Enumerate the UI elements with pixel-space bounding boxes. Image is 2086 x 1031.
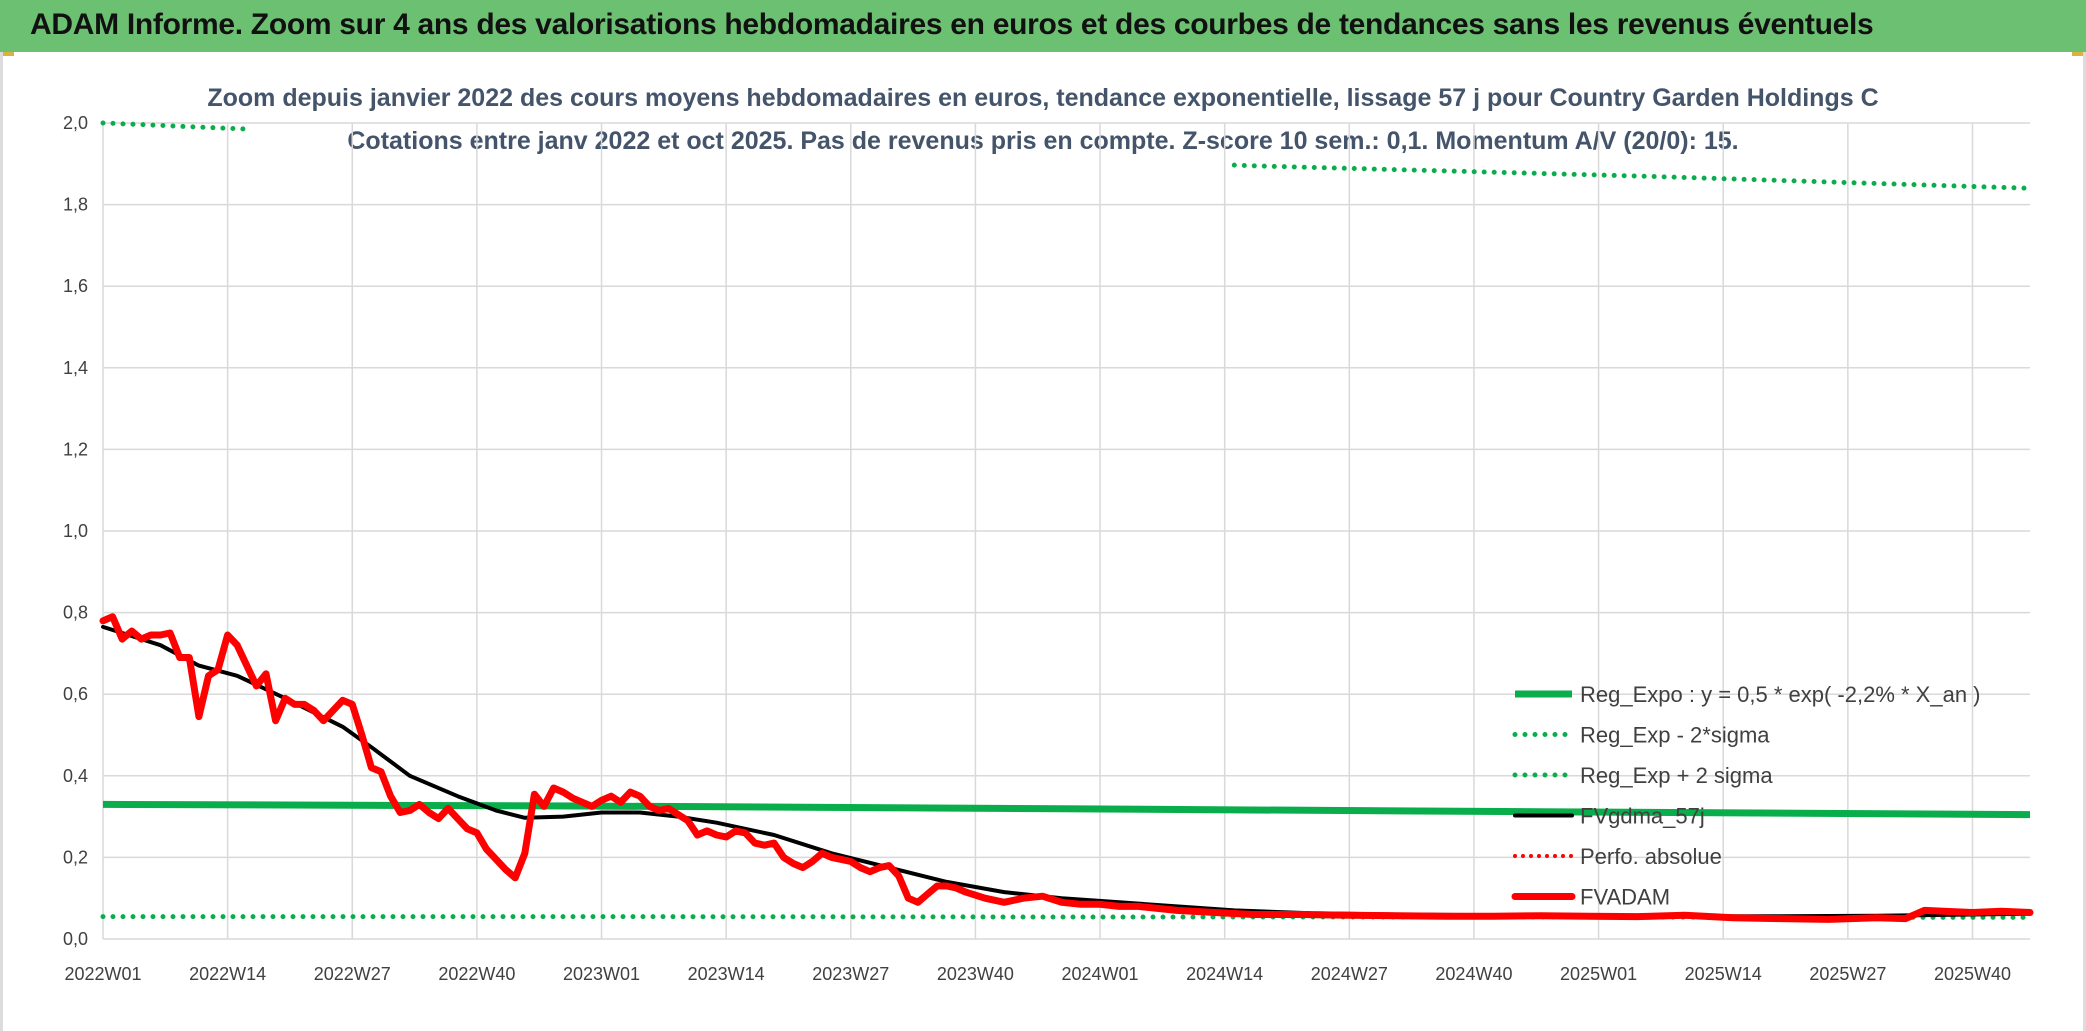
corner-mark-left — [0, 52, 14, 56]
x-tick-label: 2022W27 — [314, 964, 391, 984]
header-banner: ADAM Informe. Zoom sur 4 ans des valoris… — [0, 0, 2086, 52]
y-tick-label: 1,4 — [63, 358, 88, 378]
legend-entry: FVADAM — [1580, 885, 1670, 910]
x-tick-label: 2022W01 — [64, 964, 141, 984]
corner-mark-right — [2072, 52, 2086, 56]
x-tick-label: 2025W01 — [1560, 964, 1637, 984]
y-tick-label: 1,6 — [63, 276, 88, 296]
y-tick-label: 2,0 — [63, 113, 88, 133]
x-tick-label: 2025W27 — [1809, 964, 1886, 984]
x-tick-label: 2023W40 — [937, 964, 1014, 984]
y-tick-label: 0,0 — [63, 929, 88, 949]
chart-title: Zoom depuis janvier 2022 des cours moyen… — [207, 84, 1879, 112]
x-tick-label: 2025W14 — [1685, 964, 1762, 984]
series-line-reg-exp-plus-2-sigma — [1231, 162, 2033, 191]
x-tick-label: 2023W27 — [812, 964, 889, 984]
x-tick-label: 2022W14 — [189, 964, 266, 984]
x-tick-label: 2022W40 — [438, 964, 515, 984]
series-line-reg-expo-y-0-5-exp-2-2-x-an — [102, 800, 2031, 819]
y-tick-label: 0,8 — [63, 603, 88, 623]
x-tick-label: 2024W40 — [1435, 964, 1512, 984]
series-line-fvadam — [99, 613, 2034, 923]
chart-area — [0, 52, 2086, 1031]
x-tick-label: 2023W01 — [563, 964, 640, 984]
legend-entry: Reg_Expo : y = 0,5 * exp( -2,2% * X_an ) — [1580, 682, 1981, 707]
series-line-reg-exp-plus-2-sigma — [100, 120, 250, 132]
legend-entry: Reg_Exp + 2 sigma — [1580, 763, 1773, 788]
y-tick-label: 0,2 — [63, 847, 88, 867]
y-tick-label: 1,0 — [63, 521, 88, 541]
y-tick-label: 1,8 — [63, 195, 88, 215]
x-tick-label: 2024W27 — [1311, 964, 1388, 984]
x-tick-label: 2024W14 — [1186, 964, 1263, 984]
y-tick-label: 1,2 — [63, 439, 88, 459]
x-tick-label: 2023W14 — [688, 964, 765, 984]
legend-entry: Reg_Exp - 2*sigma — [1580, 723, 1770, 748]
y-tick-label: 0,6 — [63, 684, 88, 704]
x-tick-label: 2025W40 — [1934, 964, 2011, 984]
legend-entry: Perfo. absolue — [1580, 844, 1722, 869]
y-tick-label: 0,4 — [63, 766, 88, 786]
chart-subtitle: Cotations entre janv 2022 et oct 2025. P… — [347, 127, 1739, 155]
page-title: ADAM Informe. Zoom sur 4 ans des valoris… — [30, 8, 1874, 41]
legend-entry: FVgdma_57j — [1580, 804, 1705, 829]
x-tick-label: 2024W01 — [1062, 964, 1139, 984]
